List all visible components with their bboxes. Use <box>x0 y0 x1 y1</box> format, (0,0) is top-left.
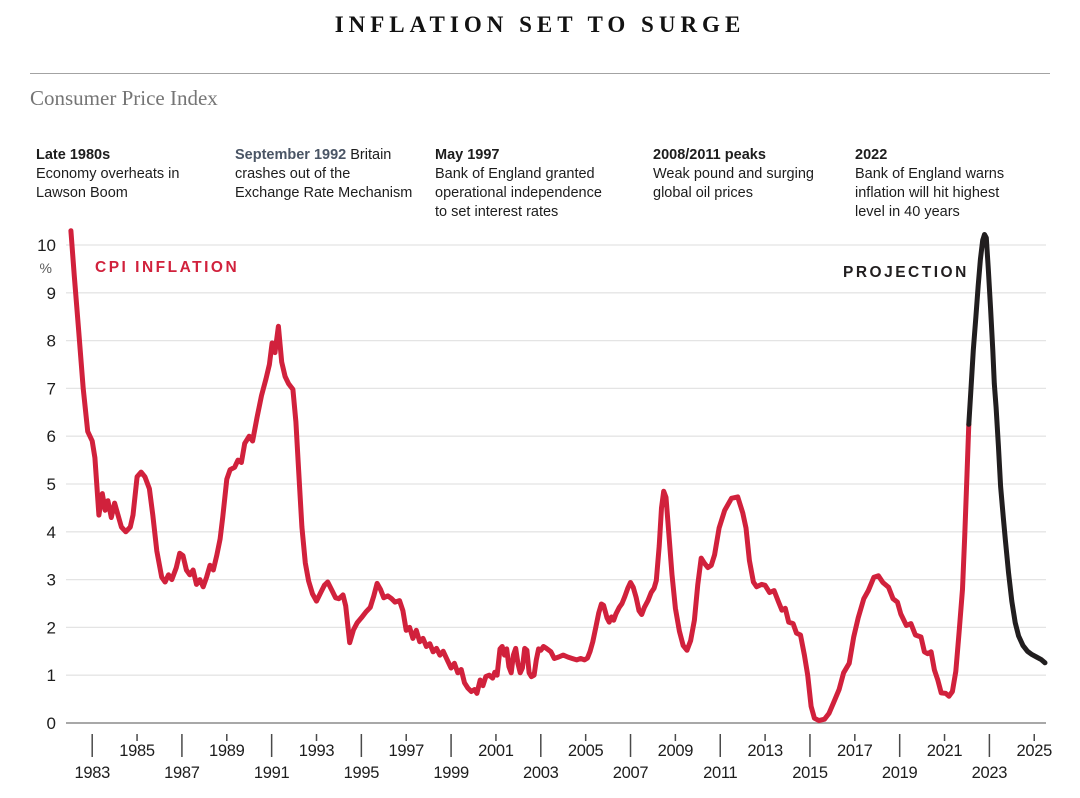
annotation-text: Bank of England granted operational inde… <box>435 166 602 220</box>
x-axis-label: 2007 <box>613 764 649 782</box>
annotation-text: Bank of England warns inflation will hit… <box>855 166 1005 220</box>
annotation-september-1992: September 1992 Britain crashes out of th… <box>235 146 417 203</box>
page-title: INFLATION SET TO SURGE <box>334 12 746 37</box>
y-axis-label: 5 <box>47 475 56 494</box>
annotation-late-1980s: Late 1980s Economy overheats in Lawson Bo… <box>36 146 194 203</box>
x-axis-label: 2023 <box>972 764 1008 782</box>
annotation-lead: 2008/2011 peaks <box>653 147 766 163</box>
x-axis-label: 1995 <box>344 764 380 782</box>
x-axis-label: 1987 <box>164 764 200 782</box>
annotation-text: Economy overheats in Lawson Boom <box>36 166 180 201</box>
y-axis-label: 0 <box>47 714 56 733</box>
x-axis-label: 1993 <box>299 742 335 760</box>
projection-line <box>966 232 1048 666</box>
x-axis-label: 1983 <box>74 764 110 782</box>
x-axis-label: 2001 <box>478 742 514 760</box>
x-axis-label: 2019 <box>882 764 918 782</box>
y-axis-label: 9 <box>47 284 56 303</box>
y-axis-label: 7 <box>47 379 56 398</box>
y-axis-label: 8 <box>47 332 56 351</box>
y-axis-label: 10 <box>37 236 56 255</box>
y-axis-unit-label: % <box>40 260 52 276</box>
divider <box>30 73 1050 74</box>
x-axis-label: 2021 <box>927 742 963 760</box>
annotation-text: Britain crashes out of the Exchange Rate… <box>235 147 413 201</box>
annotation-lead: May 1997 <box>435 147 500 163</box>
x-axis-label: 2017 <box>837 742 873 760</box>
x-axis-label: 2025 <box>1017 742 1053 760</box>
annotation-lead: September 1992 <box>235 147 351 163</box>
x-axis-label: 1999 <box>433 764 469 782</box>
x-axis-label: 1991 <box>254 764 290 782</box>
y-axis-label: 3 <box>47 571 56 590</box>
x-axis-label: 2005 <box>568 742 604 760</box>
annotation-2022: 2022 Bank of England warns inflation will… <box>855 146 1033 222</box>
projection-series-label: PROJECTION <box>843 264 969 281</box>
annotation-lead: 2022 <box>855 147 888 163</box>
x-axis-label: 1997 <box>388 742 424 760</box>
y-axis-label: 1 <box>47 666 56 685</box>
x-axis-label: 2015 <box>792 764 828 782</box>
cpi-series-label: CPI INFLATION <box>95 259 239 276</box>
chart-subtitle: Consumer Price Index <box>30 86 218 110</box>
cpi-line <box>68 228 972 724</box>
annotation-may-1997: May 1997 Bank of England granted operatio… <box>435 146 607 222</box>
annotation-text: Weak pound and surging global oil prices <box>653 166 814 201</box>
x-axis-label: 1989 <box>209 742 245 760</box>
x-axis-label: 2009 <box>658 742 694 760</box>
y-axis-label: 4 <box>47 523 56 542</box>
y-axis-label: 2 <box>47 618 56 637</box>
annotation-lead: Late 1980s <box>36 147 111 163</box>
x-axis-label: 2011 <box>703 764 737 782</box>
x-axis-label: 1985 <box>119 742 155 760</box>
y-axis-label: 6 <box>47 427 56 446</box>
annotation-2008-2011-peaks: 2008/2011 peaks Weak pound and surging gl… <box>653 146 831 203</box>
x-axis-label: 2013 <box>747 742 783 760</box>
x-axis-label: 2003 <box>523 764 559 782</box>
